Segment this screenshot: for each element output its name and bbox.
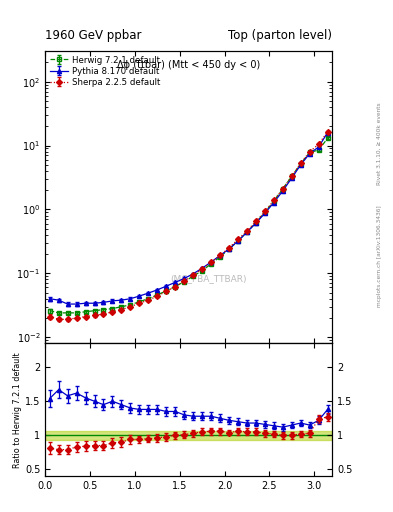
Text: Δϕ (t̅tbar) (Mtt < 450 dy < 0): Δϕ (t̅tbar) (Mtt < 450 dy < 0) xyxy=(117,60,260,70)
Text: Top (parton level): Top (parton level) xyxy=(228,29,332,42)
Legend: Herwig 7.2.1 default, Pythia 8.170 default, Sherpa 2.2.5 default: Herwig 7.2.1 default, Pythia 8.170 defau… xyxy=(48,54,162,89)
Y-axis label: Ratio to Herwig 7.2.1 default: Ratio to Herwig 7.2.1 default xyxy=(13,352,22,467)
Text: 1960 GeV ppbar: 1960 GeV ppbar xyxy=(45,29,142,42)
Text: (MC_FBA_TTBAR): (MC_FBA_TTBAR) xyxy=(171,274,247,284)
Text: mcplots.cern.ch [arXiv:1306.3436]: mcplots.cern.ch [arXiv:1306.3436] xyxy=(377,205,382,307)
Text: Rivet 3.1.10, ≥ 400k events: Rivet 3.1.10, ≥ 400k events xyxy=(377,102,382,185)
Bar xyxy=(45,431,332,440)
